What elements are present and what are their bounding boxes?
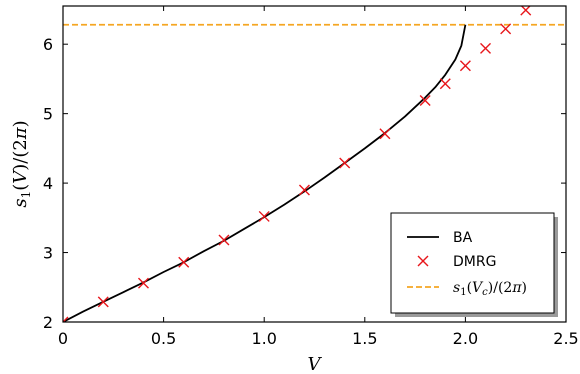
dmrg-point [178, 256, 190, 268]
dmrg-point [97, 296, 109, 308]
x-tick-label: 1.5 [352, 329, 377, 348]
y-tick-label: 2 [43, 313, 53, 332]
ba-curve [63, 24, 467, 322]
plot-frame [62, 5, 567, 323]
dmrg-point [419, 94, 431, 106]
dmrg-point [137, 277, 149, 289]
legend-dmrg-label: DMRG [453, 254, 496, 270]
x-tick-label: 0 [58, 329, 68, 348]
y-tick-label: 4 [43, 174, 53, 193]
dmrg-point [459, 60, 471, 72]
legend-dmrg-swatch [417, 255, 429, 267]
y-tick-label: 3 [43, 244, 53, 263]
dmrg-point [379, 128, 391, 140]
x-tick-label: 0.5 [151, 329, 176, 348]
dmrg-point [339, 157, 351, 169]
legend-box [390, 212, 555, 314]
y-tick-label: 6 [43, 35, 53, 54]
x-tick-label: 2.5 [553, 329, 578, 348]
dmrg-point [520, 6, 532, 16]
x-axis-label: V [308, 354, 323, 374]
dmrg-point [439, 78, 451, 90]
dmrg-point [258, 210, 270, 222]
dmrg-point [480, 42, 492, 54]
dmrg-point [218, 234, 230, 246]
legend-critical-label: s1(Vc)/(2π) [453, 280, 527, 298]
dmrg-point [298, 184, 310, 196]
x-tick-label: 2.0 [453, 329, 478, 348]
y-axis-label: s1(V)/(2π) [10, 120, 33, 207]
dmrg-point [500, 23, 512, 35]
legend: BA DMRG s1(Vc)/(2π) [390, 212, 558, 317]
dmrg-point [63, 316, 69, 322]
x-tick-label: 1.0 [251, 329, 276, 348]
legend-ba-label: BA [453, 230, 473, 246]
y-tick-label: 5 [43, 105, 53, 124]
